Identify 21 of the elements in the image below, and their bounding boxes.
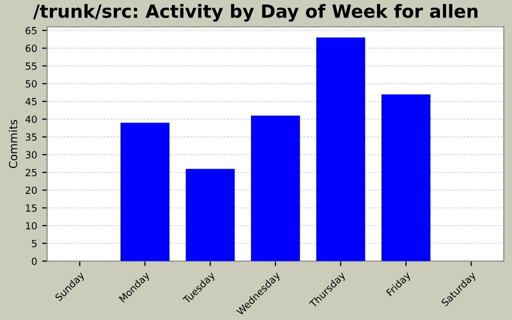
bar: [120, 122, 170, 262]
y-tick-label: 0: [32, 258, 37, 265]
y-tick-label: 45: [25, 98, 37, 106]
y-tick-label: 20: [26, 186, 37, 194]
y-tick-label: 55: [26, 62, 37, 70]
chart-title: /trunk/src: Activity by Day of Week for allen: [33, 4, 478, 22]
y-tick-label: 40: [25, 116, 37, 123]
y-tick-label: 25: [26, 168, 37, 176]
y-tick-label: 50: [26, 80, 37, 88]
bar: [186, 168, 235, 262]
bar: [381, 94, 430, 262]
y-tick-label: 15: [26, 204, 37, 212]
y-tick-label: 5: [32, 240, 37, 248]
y-axis-title: Commits: [8, 120, 18, 168]
y-tick-label: 65: [26, 26, 37, 34]
bar: [316, 38, 366, 262]
bar: [250, 116, 300, 262]
y-tick-label: 10: [26, 222, 37, 230]
y-tick-label: 35: [26, 133, 37, 141]
y-tick-label: 60: [26, 44, 37, 52]
y-tick-label: 30: [26, 151, 37, 158]
